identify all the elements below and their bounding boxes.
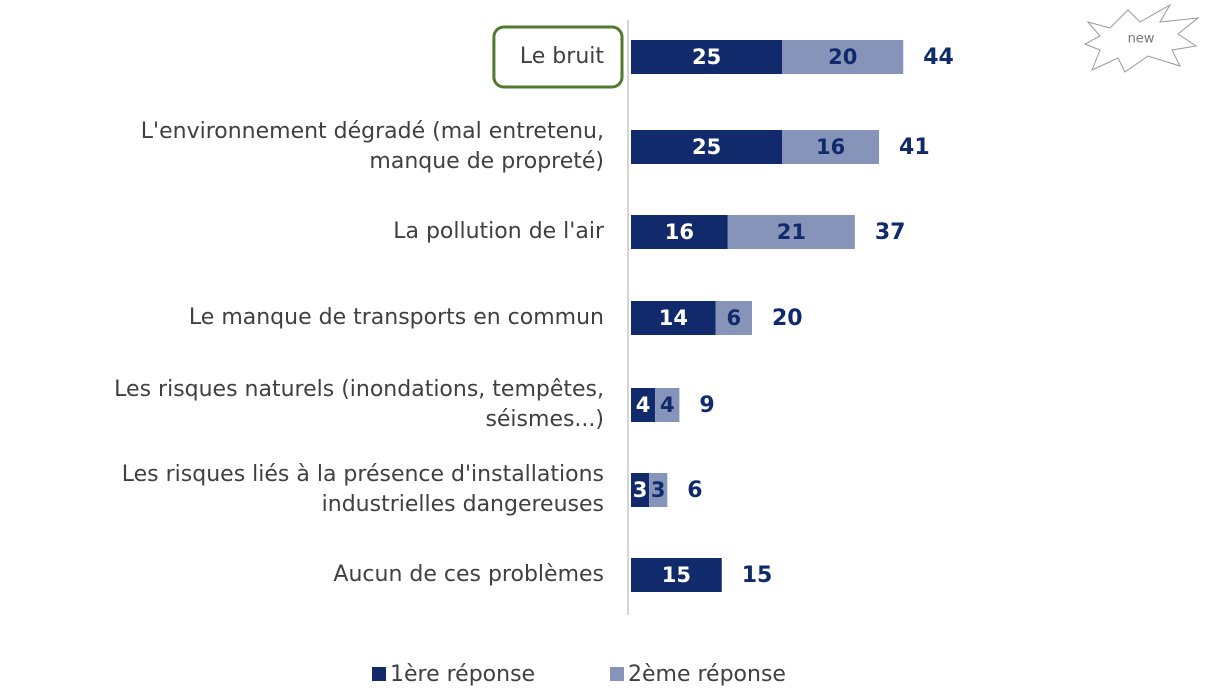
bar-segment: [727, 215, 855, 249]
legend-label: 1ère réponse: [390, 662, 535, 687]
total-label: 37: [875, 220, 906, 245]
badge-text: new: [1128, 32, 1155, 47]
badge-shape: [1083, 3, 1200, 73]
bar-value-label: 16: [816, 135, 845, 159]
bar-value-label: 16: [665, 220, 694, 244]
total-label: 6: [687, 478, 702, 503]
total-label: 44: [923, 45, 954, 70]
total-label: 9: [699, 393, 714, 418]
total-label: 41: [899, 135, 930, 160]
category-label: Les risques liés à la présence d'install…: [121, 462, 604, 517]
total-label: 20: [772, 306, 803, 331]
highlight-box: [492, 25, 624, 89]
bar-value-label: 21: [777, 220, 806, 244]
legend-swatch: [372, 667, 386, 681]
bar-value-label: 3: [633, 478, 648, 502]
bar-segment: [631, 215, 728, 249]
bar-segment: [782, 40, 904, 74]
bar-segment: [715, 301, 752, 335]
bar-value-label: 15: [662, 563, 691, 587]
bar-value-label: 3: [651, 478, 666, 502]
bar-segment: [655, 388, 680, 422]
bar-value-label: 20: [828, 45, 857, 69]
bar-value-label: 14: [659, 306, 688, 330]
bar-value-label: 25: [692, 45, 721, 69]
bar-segment: [631, 473, 650, 507]
category-label: Le manque de transports en commun: [188, 305, 604, 330]
category-label: La pollution de l'air: [393, 219, 604, 244]
bar-value-label: 4: [636, 393, 651, 417]
category-label: Les risques naturels (inondations, tempê…: [114, 377, 604, 432]
bar-value-label: 6: [727, 306, 742, 330]
bar-segment: [631, 301, 716, 335]
category-label: Le bruit: [519, 44, 604, 69]
bar-value-label: 4: [660, 393, 675, 417]
bar-value-label: 25: [692, 135, 721, 159]
bar-segment: [649, 473, 668, 507]
category-label: L'environnement dégradé (mal entretenu, …: [140, 119, 604, 174]
bar-segment: [782, 130, 880, 164]
bar-segment: [631, 40, 783, 74]
bar-segment: [631, 558, 722, 592]
legend-swatch: [610, 667, 624, 681]
category-label: Aucun de ces problèmes: [333, 562, 604, 587]
bar-segment: [631, 388, 656, 422]
legend-label: 2ème réponse: [628, 662, 786, 687]
total-label: 15: [742, 563, 773, 588]
bar-segment: [631, 130, 783, 164]
